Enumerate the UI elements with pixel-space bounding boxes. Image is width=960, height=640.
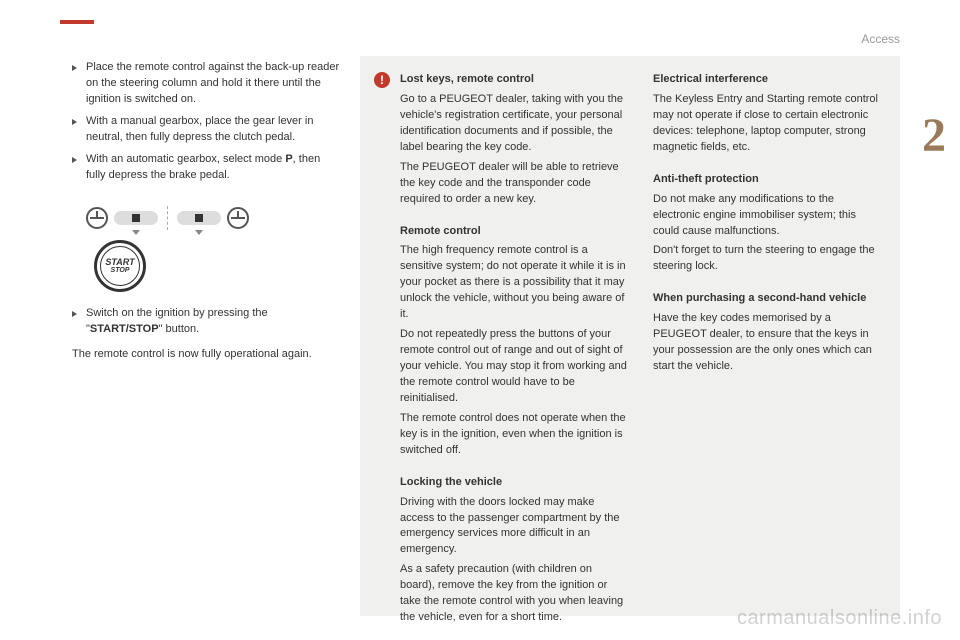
section-title: Anti-theft protection xyxy=(653,173,759,185)
section-body: Driving with the doors locked may make a… xyxy=(400,495,627,559)
left-column: Place the remote control against the bac… xyxy=(72,60,342,363)
section-secondhand: When purchasing a second-hand vehicle Ha… xyxy=(653,291,880,375)
list-text-bold: START/STOP xyxy=(90,323,159,335)
section-title: When purchasing a second-hand vehicle xyxy=(653,292,866,304)
section-body: The Keyless Entry and Starting remote co… xyxy=(653,92,880,156)
box-column-b: Electrical interference The Keyless Entr… xyxy=(653,72,880,600)
section-locking: Locking the vehicle Driving with the doo… xyxy=(400,475,627,626)
section-title: Remote control xyxy=(400,225,481,237)
info-box: ! Lost keys, remote control Go to a PEUG… xyxy=(360,56,900,616)
section-body: Don't forget to turn the steering to eng… xyxy=(653,243,880,275)
section-body: Have the key codes memorised by a PEUGEO… xyxy=(653,311,880,375)
warning-icon: ! xyxy=(374,72,390,88)
section-interference: Electrical interference The Keyless Entr… xyxy=(653,72,880,156)
section-title: Locking the vehicle xyxy=(400,476,502,488)
section-remote-control: Remote control The high frequency remote… xyxy=(400,224,627,459)
steering-wheel-icon xyxy=(86,207,108,229)
instruction-list: Place the remote control against the bac… xyxy=(72,60,342,184)
section-body: Go to a PEUGEOT dealer, taking with you … xyxy=(400,92,627,156)
section-body: The high frequency remote control is a s… xyxy=(400,243,627,323)
list-text: With an automatic gearbox, select mode P… xyxy=(86,153,320,181)
section-title: Electrical interference xyxy=(653,73,768,85)
diagram-top-row xyxy=(82,206,252,230)
steering-wheel-icon xyxy=(227,207,249,229)
section-body: Do not repeatedly press the buttons of y… xyxy=(400,327,627,407)
list-item: Place the remote control against the bac… xyxy=(72,60,342,108)
instruction-list-2: Switch on the ignition by pressing the "… xyxy=(72,306,342,338)
closing-paragraph: The remote control is now fully operatio… xyxy=(72,347,342,363)
section-body: The remote control does not operate when… xyxy=(400,411,627,459)
section-lost-keys: Lost keys, remote control Go to a PEUGEO… xyxy=(400,72,627,208)
list-text-post: " button. xyxy=(159,323,200,335)
reader-diagram: START STOP xyxy=(82,206,252,292)
list-item: Switch on the ignition by pressing the "… xyxy=(72,306,342,338)
start-label: START xyxy=(105,258,134,267)
stop-label: STOP xyxy=(111,267,130,274)
section-body: As a safety precaution (with children on… xyxy=(400,562,627,626)
section-body: Do not make any modifications to the ele… xyxy=(653,192,880,240)
section-antitheft: Anti-theft protection Do not make any mo… xyxy=(653,172,880,276)
start-stop-button-icon: START STOP xyxy=(94,240,146,292)
watermark: carmanualsonline.info xyxy=(737,607,942,630)
section-body: The PEUGEOT dealer will be able to retri… xyxy=(400,160,627,208)
reader-slot-left xyxy=(114,211,158,225)
section-header: Access xyxy=(861,32,900,46)
accent-bar xyxy=(60,20,94,24)
box-column-a: Lost keys, remote control Go to a PEUGEO… xyxy=(400,72,627,600)
list-item: With an automatic gearbox, select mode P… xyxy=(72,152,342,184)
separator xyxy=(167,206,168,230)
list-item: With a manual gearbox, place the gear le… xyxy=(72,114,342,146)
reader-slot-right xyxy=(177,211,221,225)
chapter-number: 2 xyxy=(922,108,946,163)
section-title: Lost keys, remote control xyxy=(400,73,534,85)
